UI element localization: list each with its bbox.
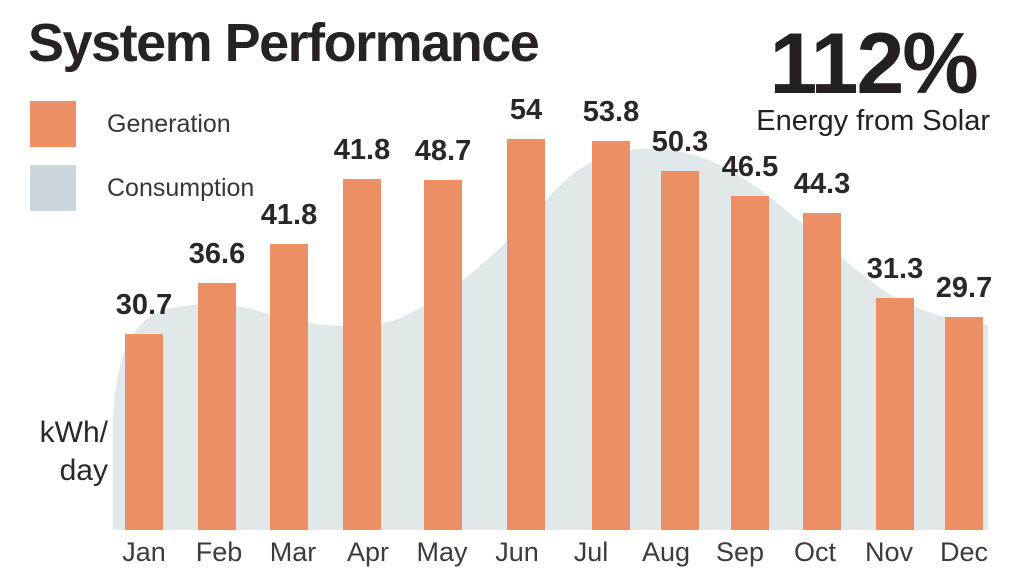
x-axis-label-oct: Oct	[793, 537, 836, 567]
bar-value-label-mar: 41.8	[260, 199, 318, 231]
consumption-area-shape	[113, 148, 988, 530]
x-axis-label-jul: Jul	[573, 537, 609, 567]
x-axis-label-dec: Dec	[939, 537, 988, 567]
generation-bar-nov	[876, 298, 914, 530]
generation-bar-dec	[945, 317, 983, 530]
legend-item-consumption: Consumption	[30, 165, 254, 211]
bar-value-label-jul: 53.8	[582, 96, 640, 128]
x-axis-label-feb: Feb	[195, 537, 243, 567]
x-axis-label-apr: Apr	[346, 537, 390, 567]
generation-bar-aug	[661, 171, 699, 530]
bar-value-label-feb: 36.6	[188, 238, 246, 270]
y-axis-unit: kWh/ day	[0, 414, 108, 490]
x-axis-label-aug: Aug	[641, 537, 691, 567]
legend-label-consumption: Consumption	[107, 173, 255, 202]
x-axis-label-sep: Sep	[715, 537, 765, 567]
generation-bar-jun	[507, 139, 545, 530]
bar-value-label-jan: 30.7	[115, 289, 173, 321]
highlight-stat-value: 112%	[769, 16, 979, 112]
generation-bar-may	[424, 180, 462, 530]
legend-label-generation: Generation	[107, 109, 231, 138]
generation-bar-jul	[592, 141, 630, 530]
generation-bar-jan	[125, 334, 163, 530]
x-axis-label-nov: Nov	[864, 537, 913, 567]
consumption-swatch-icon	[30, 165, 76, 211]
legend-item-generation: Generation	[30, 101, 254, 147]
bar-value-label-nov: 31.3	[866, 253, 924, 285]
generation-bar-feb	[198, 283, 236, 530]
highlight-stat-caption: Energy from Solar	[756, 105, 990, 137]
page-title: System Performance	[28, 13, 540, 73]
x-axis-label-jun: Jun	[495, 537, 539, 567]
generation-swatch-icon	[30, 101, 76, 147]
bar-value-label-jun: 54	[509, 94, 543, 126]
bar-value-label-oct: 44.3	[793, 168, 851, 200]
bar-value-label-sep: 46.5	[721, 151, 779, 183]
generation-bar-apr	[343, 179, 381, 530]
legend: Generation Consumption	[30, 101, 254, 229]
bar-value-label-apr: 41.8	[333, 134, 391, 166]
x-axis-label-may: May	[416, 537, 468, 567]
bar-value-label-dec: 29.7	[935, 272, 993, 304]
generation-bar-sep	[731, 196, 769, 530]
bar-value-label-aug: 50.3	[651, 126, 709, 158]
x-axis-label-jan: Jan	[122, 537, 166, 567]
bar-value-label-may: 48.7	[414, 135, 472, 167]
x-axis-label-mar: Mar	[269, 537, 317, 567]
generation-bar-mar	[270, 244, 308, 530]
y-axis-unit-line2: day	[59, 454, 108, 487]
highlight-stat: 112% Energy from Solar	[756, 20, 990, 136]
y-axis-unit-line1: kWh/	[39, 416, 108, 449]
generation-bar-oct	[803, 213, 841, 530]
